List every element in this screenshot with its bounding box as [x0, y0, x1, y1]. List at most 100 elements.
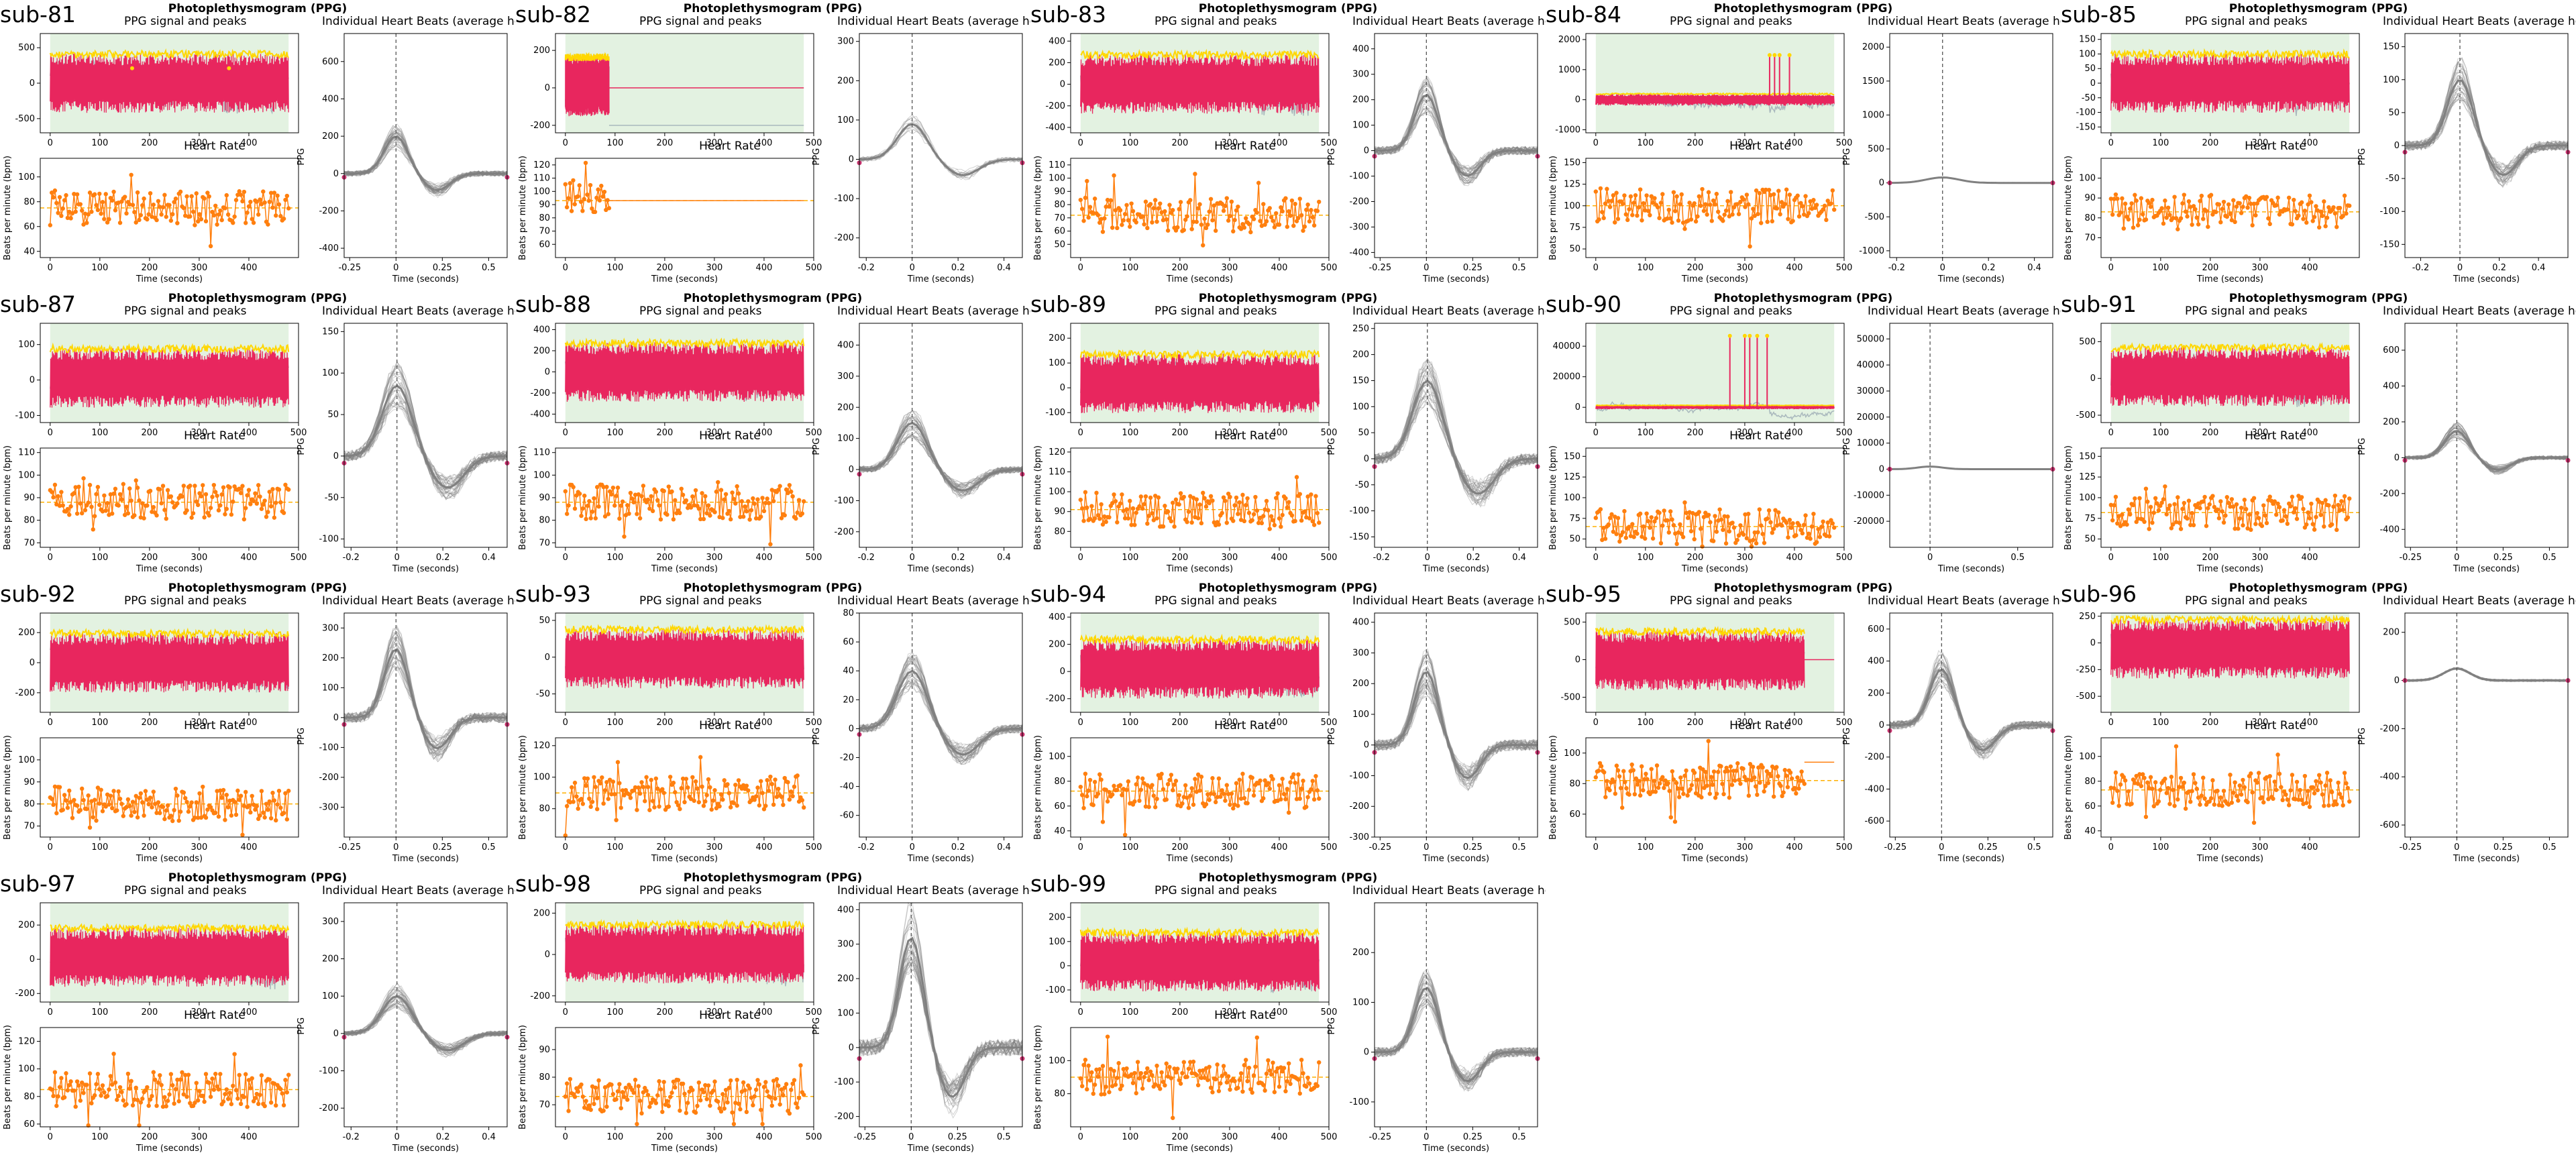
hr-title: Heart Rate — [699, 1009, 761, 1022]
hr-point — [172, 808, 176, 813]
hr-point — [1313, 494, 1318, 498]
hr-ytick-label: 80 — [1054, 200, 1065, 210]
hr-point — [1759, 523, 1764, 528]
hr-point — [2233, 527, 2237, 531]
hr-point — [180, 1070, 184, 1075]
hr-point — [628, 490, 633, 496]
hr-point — [1132, 1070, 1137, 1076]
hr-point — [2120, 512, 2125, 517]
hr-point — [197, 791, 202, 796]
ppg-xtick-label: 500 — [806, 428, 822, 438]
hr-point — [1695, 214, 1700, 219]
hr-point — [278, 806, 283, 810]
beats-xtick-label: -0.2 — [343, 1132, 360, 1142]
hr-point — [2128, 512, 2133, 517]
hr-point — [2135, 781, 2141, 786]
beat-trace — [1889, 649, 2053, 759]
hr-point — [1776, 774, 1780, 779]
hr-point — [223, 1092, 227, 1097]
hr-point — [184, 194, 189, 199]
ppg-xtick-label: 100 — [1122, 428, 1138, 438]
beat-trace — [1374, 381, 1538, 496]
hr-point — [1140, 214, 1145, 219]
beat-trace — [859, 961, 1023, 1094]
beats-xtick-label: -0.25 — [853, 1132, 876, 1142]
beats-xtick-label: 0.25 — [1463, 263, 1483, 273]
hr-point — [248, 810, 253, 815]
hr-point — [1186, 806, 1191, 810]
hr-ylabel: Beats per minute (bpm) — [2063, 156, 2074, 260]
hr-point — [2163, 484, 2167, 489]
beats-ytick-label: 400 — [2383, 382, 2400, 392]
hr-point — [1267, 786, 1272, 791]
hr-point — [194, 800, 199, 805]
hr-point — [1142, 1074, 1146, 1080]
hr-point — [1218, 794, 1223, 799]
hr-point — [576, 194, 580, 199]
beats-ytick-label: 20 — [843, 695, 854, 705]
beat-trace — [1374, 111, 1538, 170]
ppg-xtick-label: 0 — [1593, 718, 1599, 728]
hr-title: Heart Rate — [2245, 140, 2306, 153]
beats-frame — [2404, 323, 2569, 548]
hr-point — [1242, 518, 1247, 524]
hr-point — [1152, 1082, 1158, 1087]
hr-point — [2253, 522, 2258, 527]
hr-point — [2147, 201, 2151, 205]
hr-point — [1289, 513, 1295, 518]
beats-frame — [859, 612, 1023, 838]
hr-point — [801, 1093, 806, 1097]
hr-point — [1730, 520, 1735, 525]
hr-point — [2344, 781, 2349, 786]
hr-point — [582, 776, 587, 781]
hr-point — [244, 506, 248, 510]
beat-trace — [343, 144, 508, 190]
beat-trace — [343, 987, 508, 1056]
beats-ytick-label: 0 — [1364, 454, 1369, 464]
hr-point — [1315, 1083, 1320, 1089]
hr-point — [667, 775, 673, 779]
hr-point — [264, 514, 269, 519]
hr-point — [1625, 217, 1630, 223]
hr-point — [639, 494, 644, 499]
ppg-xtick-label: 100 — [2152, 428, 2169, 438]
hr-line — [565, 482, 804, 545]
ppg-xtick-label: 300 — [706, 138, 723, 148]
hr-point — [1638, 187, 1643, 192]
hr-point — [782, 1085, 787, 1090]
beats-ytick-label: 1500 — [1862, 76, 1884, 87]
hr-point — [741, 1080, 746, 1085]
hr-point — [1246, 510, 1252, 515]
beats-ppg-ylabel: PPG — [812, 148, 822, 166]
beat-trace — [2404, 78, 2569, 176]
hr-xtick-label: 300 — [1222, 553, 1238, 563]
beats-xtick-label: 0.4 — [997, 553, 1011, 563]
hr-point — [1738, 523, 1743, 528]
hr-point — [1210, 218, 1215, 223]
hr-point — [2123, 778, 2128, 783]
hr-point — [2261, 503, 2266, 508]
hr-point — [1646, 518, 1651, 524]
beats-xlabel: Time (seconds) — [392, 564, 459, 574]
beat-trace — [1374, 374, 1538, 498]
hr-point — [761, 508, 767, 514]
beat-trace — [859, 668, 1023, 759]
hr-point — [49, 796, 54, 802]
hr-point — [2113, 770, 2118, 775]
beats-ytick-label: 0 — [333, 713, 339, 723]
hr-point — [1693, 219, 1699, 224]
hr-point — [1711, 198, 1716, 203]
hr-point — [74, 1079, 80, 1084]
hr-point — [1751, 207, 1756, 211]
hr-point — [776, 786, 781, 791]
hr-point — [116, 1093, 121, 1099]
hr-point — [57, 785, 62, 789]
beats-ytick-label: 200 — [2383, 628, 2400, 638]
hr-point — [1755, 792, 1760, 797]
hr-point — [1197, 202, 1202, 207]
hr-point — [100, 200, 105, 205]
hr-point — [2161, 221, 2166, 226]
beat-trace — [2404, 95, 2569, 174]
